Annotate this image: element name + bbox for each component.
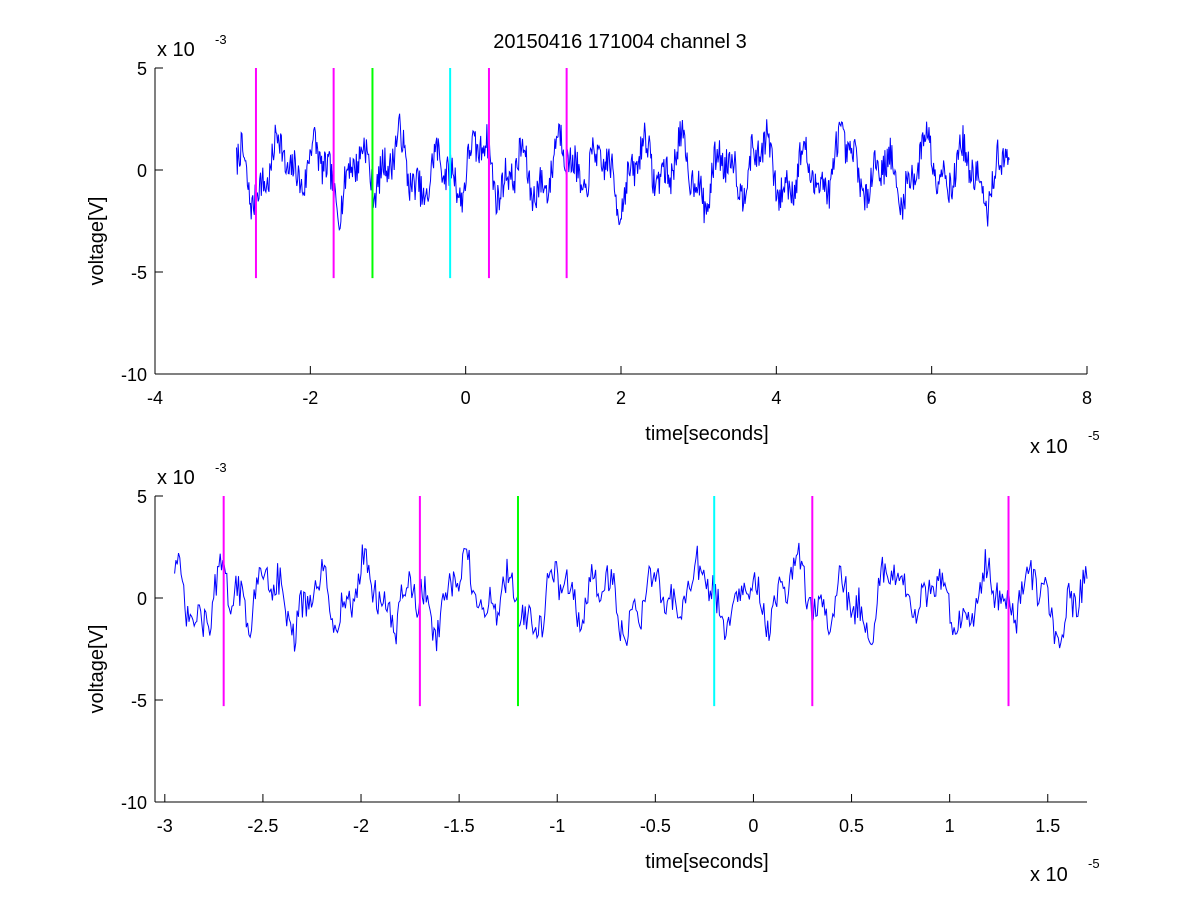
y-tick-label: 5 [137,59,147,79]
top-plot: -4 -2 0 2 4 6 8 -10 -5 0 5 time[seconds] voltage[V] x… [86,32,1100,458]
x-axis-label: time[seconds] [645,851,768,873]
x-tick-label: 4 [771,388,781,408]
y-tick-label: 0 [137,589,147,609]
x-tick-label: -2 [353,816,369,836]
figure-title: 20150416 171004 channel 3 [493,31,747,53]
x-multiplier-exponent: -5 [1088,856,1100,871]
x-tick-label: -1.5 [444,816,475,836]
x-tick-label: 0 [461,388,471,408]
bottom-plot: -3 -2.5 -2 -1.5 -1 -0.5 0 0.5 1 1.5 -10 -5 0 5 time[se… [86,460,1100,886]
y-tick-label: -10 [121,793,147,813]
x-multiplier: x 10 [1030,864,1068,886]
x-tick-label: -2 [302,388,318,408]
y-axis-label: voltage[V] [86,625,108,714]
x-tick-label: -2.5 [247,816,278,836]
x-multiplier: x 10 [1030,436,1068,458]
y-tick-label: -5 [131,691,147,711]
x-tick-label: -4 [147,388,163,408]
x-tick-label: 2 [616,388,626,408]
x-multiplier-exponent: -5 [1088,428,1100,443]
x-tick-label: 1.5 [1035,816,1060,836]
x-tick-label: 1 [945,816,955,836]
signal-line [236,113,1010,231]
x-tick-label: 6 [927,388,937,408]
y-tick-label: 5 [137,487,147,507]
x-tick-label: 0.5 [839,816,864,836]
x-axis-label: time[seconds] [645,423,768,445]
y-multiplier-exponent: -3 [215,32,227,47]
x-tick-label: 0 [748,816,758,836]
signal-line [174,542,1088,652]
y-tick-label: -10 [121,365,147,385]
x-tick-label: -0.5 [640,816,671,836]
y-tick-label: -5 [131,263,147,283]
x-tick-label: 8 [1082,388,1092,408]
y-multiplier: x 10 [157,467,195,489]
y-tick-label: 0 [137,161,147,181]
y-axis-label: voltage[V] [86,197,108,286]
x-tick-label: -1 [549,816,565,836]
y-multiplier: x 10 [157,39,195,61]
x-tick-label: -3 [157,816,173,836]
y-multiplier-exponent: -3 [215,460,227,475]
